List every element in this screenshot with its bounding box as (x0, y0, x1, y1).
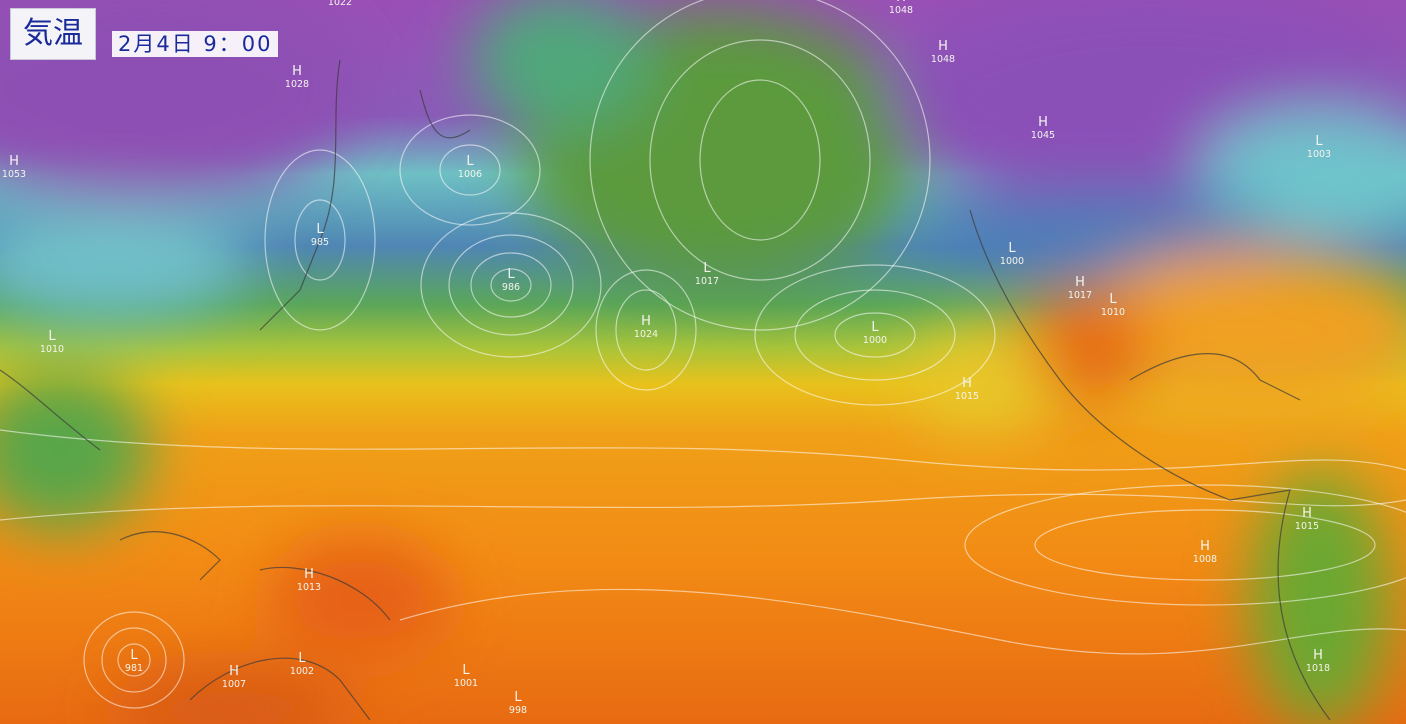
system-type: H (938, 39, 948, 54)
system-pressure: 1045 (1031, 130, 1055, 141)
system-type: L (703, 261, 711, 276)
system-type: L (871, 320, 879, 335)
system-pressure: 1002 (290, 666, 314, 677)
system-pressure: 1010 (40, 344, 64, 355)
system-pressure: 1017 (695, 276, 719, 287)
system-pressure: 986 (502, 282, 520, 293)
system-type: L (48, 329, 56, 344)
system-type: H (1302, 506, 1312, 521)
system-type: H (641, 314, 651, 329)
system-type: L (316, 222, 324, 237)
system-type: H (229, 664, 239, 679)
system-type: H (1200, 539, 1210, 554)
system-type: L (462, 663, 470, 678)
system-type: L (130, 648, 138, 663)
system-pressure: 1053 (2, 169, 26, 180)
system-type: H (9, 154, 19, 169)
system-pressure: 985 (311, 237, 329, 248)
system-pressure: 1007 (222, 679, 246, 690)
system-pressure: 998 (509, 705, 527, 716)
coastlines (0, 59, 1331, 721)
system-pressure: 1001 (454, 678, 478, 689)
title: 気温 (10, 8, 96, 60)
system-pressure: 1048 (889, 5, 913, 16)
system-pressure: 981 (125, 663, 143, 674)
system-pressure: 1018 (1306, 663, 1330, 674)
system-pressure: 1022 (328, 0, 352, 8)
system-pressure: 1028 (285, 79, 309, 90)
system-type: H (304, 567, 314, 582)
system-pressure: 1000 (1000, 256, 1024, 267)
system-pressure: 1048 (931, 54, 955, 65)
system-type: H (1313, 648, 1323, 663)
timestamp: 2月4日 9：00 (112, 31, 279, 57)
system-pressure: 1017 (1068, 290, 1092, 301)
system-pressure: 1015 (1295, 521, 1319, 532)
system-type: L (1109, 292, 1117, 307)
system-type: H (1075, 275, 1085, 290)
system-pressure: 1010 (1101, 307, 1125, 318)
system-pressure: 1003 (1307, 149, 1331, 160)
system-pressure: 1008 (1193, 554, 1217, 565)
system-type: H (896, 0, 906, 5)
pressure-systems: H1022H1048H1048H1028H1053L1006H1045L1003… (2, 0, 1331, 716)
system-type: L (1315, 134, 1323, 149)
system-type: L (507, 267, 515, 282)
system-type: H (962, 376, 972, 391)
system-type: H (292, 64, 302, 79)
system-type: L (466, 154, 474, 169)
isobars (0, 0, 1406, 708)
system-pressure: 1015 (955, 391, 979, 402)
system-type: L (298, 651, 306, 666)
system-pressure: 1000 (863, 335, 887, 346)
system-pressure: 1006 (458, 169, 482, 180)
system-type: H (1038, 115, 1048, 130)
system-type: L (1008, 241, 1016, 256)
system-pressure: 1013 (297, 582, 321, 593)
system-type: L (514, 690, 522, 705)
system-pressure: 1024 (634, 329, 658, 340)
